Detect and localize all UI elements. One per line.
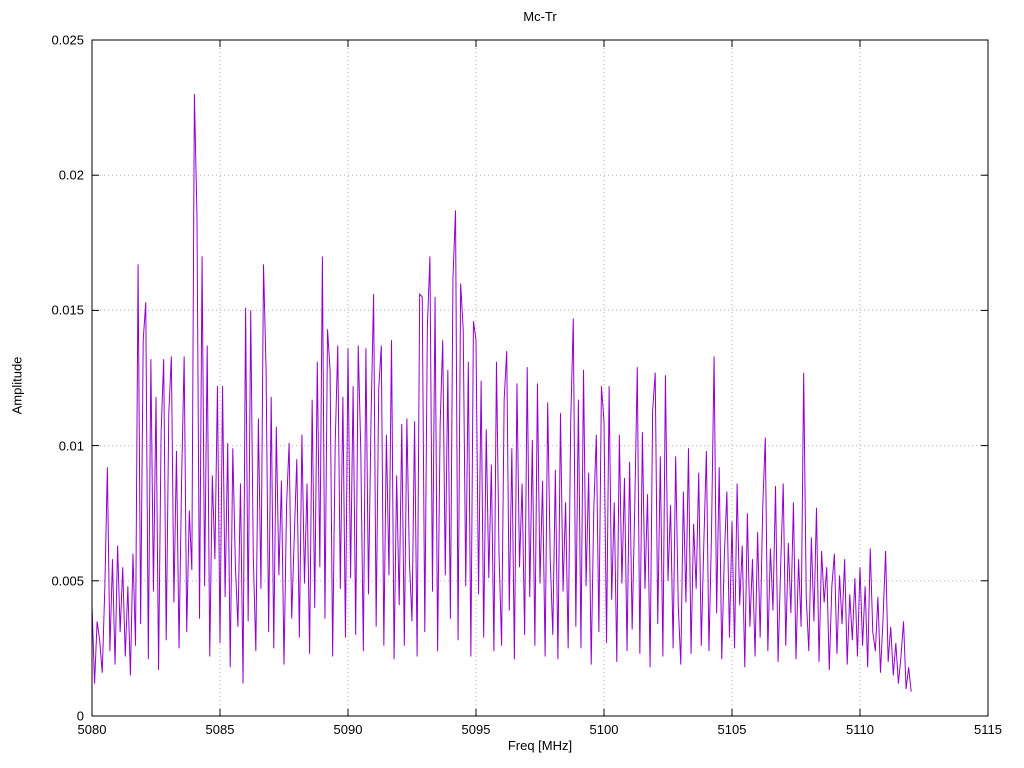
y-tick-label: 0.02 — [58, 167, 84, 183]
y-tick-label: 0.01 — [58, 438, 84, 454]
y-tick-label: 0.025 — [51, 32, 84, 48]
x-tick-label: 5115 — [974, 722, 1002, 737]
y-tick-label: 0.005 — [51, 573, 84, 589]
spectrum-trace — [91, 94, 912, 692]
x-tick-label: 5110 — [846, 722, 874, 737]
x-tick-label: 5090 — [333, 722, 363, 737]
y-axis-label: Amplitude — [9, 356, 25, 415]
chart-title: Mc-Tr — [523, 9, 557, 24]
x-tick-label: 5105 — [717, 722, 747, 737]
plot-border — [91, 39, 989, 717]
x-tick-label: 5100 — [589, 722, 619, 737]
x-tick-label: 5095 — [461, 722, 491, 737]
x-axis-label: Freq [MHz] — [507, 738, 573, 753]
y-tick-label: 0.015 — [51, 302, 84, 318]
x-tick-label: 5085 — [205, 722, 235, 737]
y-tick-label: 0 — [76, 708, 84, 724]
x-tick-label: 5080 — [77, 722, 107, 737]
